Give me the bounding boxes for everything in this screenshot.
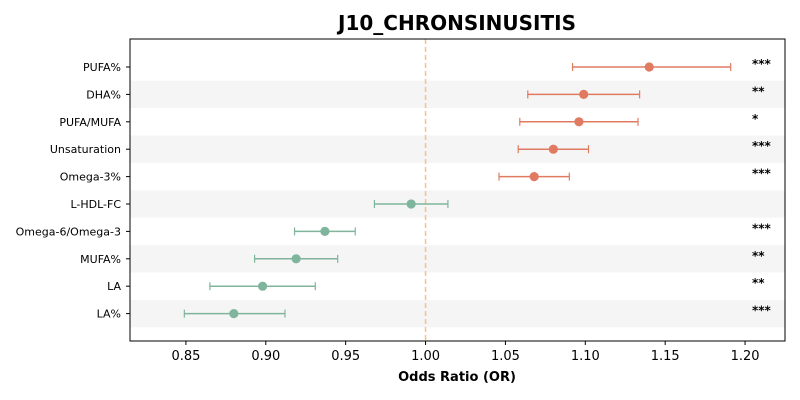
x-tick-label: 0.90	[251, 349, 280, 364]
x-tick-label: 1.10	[571, 349, 600, 364]
y-tick-label: Omega-3%	[60, 171, 121, 184]
odds-ratio-point	[529, 172, 539, 182]
row-band	[130, 80, 785, 109]
forest-row: ***	[183, 304, 772, 319]
row-band	[130, 245, 785, 273]
y-tick-label: PUFA/MUFA	[59, 116, 121, 129]
x-tick-label: 1.05	[491, 349, 520, 364]
forest-row: **	[527, 84, 765, 99]
significance-label: ***	[752, 304, 772, 318]
forest-row	[373, 199, 449, 209]
forest-row: ***	[517, 139, 772, 154]
x-tick-label: 0.95	[331, 349, 360, 364]
significance-label: ***	[752, 139, 772, 153]
significance-label: **	[752, 84, 765, 98]
significance-label: **	[752, 276, 765, 290]
odds-ratio-point	[291, 254, 301, 264]
y-tick-label: Unsaturation	[50, 143, 121, 156]
row-bands	[130, 80, 785, 328]
significance-label: ***	[752, 221, 772, 235]
x-tick-label: 1.15	[651, 349, 680, 364]
x-tick-label: 1.00	[411, 349, 440, 364]
y-tick-label: LA	[107, 280, 121, 293]
odds-ratio-point	[574, 117, 584, 127]
odds-ratio-point	[320, 226, 330, 236]
forest-row: **	[254, 249, 765, 264]
x-tick-label: 1.20	[731, 349, 760, 364]
significance-label: ***	[752, 167, 772, 181]
odds-ratio-point	[229, 309, 239, 319]
x-axis: 0.85 0.90 0.95 1.00 1.05 1.10 1.15 1.20	[171, 341, 760, 364]
forest-row: ***	[498, 167, 772, 182]
significance-label: ***	[752, 57, 772, 71]
y-tick-label: DHA%	[86, 88, 121, 101]
y-tick-label: MUFA%	[80, 253, 121, 266]
row-band	[130, 135, 785, 163]
x-axis-label: Odds Ratio (OR)	[398, 370, 516, 385]
odds-ratio-point	[644, 62, 654, 72]
chart-title: J10_CHRONSINUSITIS	[336, 11, 576, 35]
odds-ratio-point	[548, 144, 558, 154]
row-band	[130, 190, 785, 218]
forest-row: *	[519, 112, 759, 127]
x-tick-label: 0.85	[171, 349, 200, 364]
significance-label: *	[752, 112, 759, 126]
y-tick-label: L-HDL-FC	[70, 198, 121, 211]
y-tick-label: Omega-6/Omega-3	[16, 225, 121, 238]
y-tick-label: PUFA%	[83, 61, 121, 74]
y-tick-label: LA%	[97, 308, 121, 321]
forest-row: ***	[571, 57, 772, 72]
odds-ratio-point	[257, 281, 268, 291]
plot-frame	[129, 38, 786, 342]
significance-label: **	[752, 249, 765, 263]
odds-ratio-point	[406, 199, 416, 209]
odds-ratio-marks: **********************	[183, 57, 772, 319]
forest-row: **	[209, 276, 765, 291]
forest-row: ***	[293, 221, 772, 236]
y-axis: PUFA% DHA% PUFA/MUFA Unsaturation Omega-3% L-…	[16, 61, 130, 321]
odds-ratio-point	[579, 89, 589, 99]
